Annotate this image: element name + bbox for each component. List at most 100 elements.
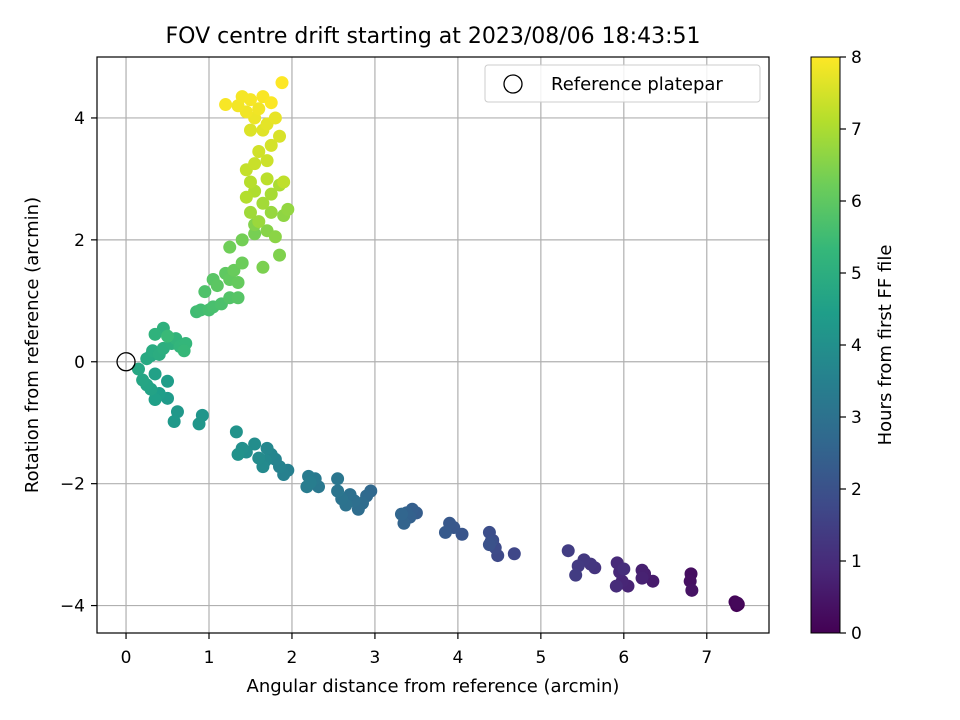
- colorbar-tick-label: 1: [851, 552, 862, 572]
- data-point: [256, 196, 270, 210]
- x-tick-label: 7: [701, 648, 712, 668]
- colorbar-tick-label: 3: [851, 408, 862, 428]
- plot-frame: [96, 56, 770, 634]
- data-point: [331, 472, 345, 486]
- y-tick-label: −2: [60, 475, 85, 495]
- legend: Reference platepar: [484, 64, 761, 103]
- data-point: [235, 256, 249, 270]
- data-point: [148, 367, 162, 381]
- colorbar-tick-label: 0: [851, 624, 862, 644]
- data-point: [569, 568, 583, 582]
- colorbar-ticks: 0 1 2 3 4 5 6 7 8: [840, 48, 862, 644]
- x-tick-label: 2: [287, 648, 298, 668]
- reference-marker: [116, 352, 136, 372]
- data-point: [394, 507, 408, 521]
- data-point: [252, 144, 266, 158]
- data-point: [277, 175, 291, 189]
- x-tick-label: 1: [204, 648, 215, 668]
- data-point: [177, 344, 191, 358]
- data-point: [730, 596, 744, 610]
- data-point: [223, 240, 237, 254]
- x-axis-label: Angular distance from reference (arcmin): [247, 676, 620, 697]
- data-point: [260, 154, 274, 168]
- data-point: [507, 547, 521, 561]
- data-point: [609, 579, 623, 593]
- data-point: [252, 102, 266, 116]
- data-point: [264, 96, 278, 110]
- data-point: [219, 98, 233, 112]
- data-point: [229, 425, 243, 439]
- data-point: [243, 123, 257, 137]
- x-tick-label: 4: [452, 648, 463, 668]
- data-point: [131, 362, 145, 376]
- data-point: [148, 327, 162, 341]
- y-tick-label: 4: [74, 109, 85, 129]
- data-point: [170, 405, 184, 419]
- colorbar-label: Hours from first FF file: [875, 245, 896, 446]
- x-tick-label: 5: [535, 648, 546, 668]
- data-point: [243, 93, 257, 107]
- data-point: [281, 202, 295, 216]
- colorbar-tick-label: 8: [851, 48, 862, 68]
- data-point: [248, 437, 262, 451]
- y-axis-ticks: −4 −2 0 2 4: [60, 109, 97, 617]
- colorbar-tick-label: 6: [851, 192, 862, 212]
- data-point: [161, 374, 175, 388]
- data-point: [256, 260, 270, 274]
- data-point: [248, 227, 262, 241]
- y-axis-label: Rotation from reference (arcmin): [22, 197, 43, 493]
- data-point: [167, 414, 181, 428]
- data-points: [131, 76, 745, 613]
- data-point: [275, 76, 289, 90]
- chart-title: FOV centre drift starting at 2023/08/06 …: [166, 24, 701, 49]
- data-point: [252, 451, 266, 465]
- x-tick-label: 6: [618, 648, 629, 668]
- legend-reference-marker: [503, 74, 523, 94]
- data-point: [635, 571, 649, 585]
- y-tick-label: 0: [74, 353, 85, 373]
- data-point: [243, 205, 257, 219]
- data-point: [561, 544, 575, 558]
- colorbar-tick-label: 7: [851, 120, 862, 140]
- x-tick-label: 0: [121, 648, 132, 668]
- data-point: [273, 129, 287, 143]
- colorbar: [811, 57, 840, 633]
- data-point: [268, 230, 282, 244]
- legend-label: Reference platepar: [551, 74, 723, 95]
- data-point: [264, 205, 278, 219]
- data-point: [331, 484, 345, 498]
- y-tick-label: 2: [74, 231, 85, 251]
- data-point: [438, 525, 452, 539]
- data-point: [273, 248, 287, 262]
- grid-lines: [97, 57, 769, 633]
- legend-box: [484, 64, 761, 103]
- data-point: [260, 172, 274, 186]
- data-point: [210, 279, 224, 293]
- colorbar-tick-label: 4: [851, 336, 862, 356]
- data-point: [685, 583, 699, 597]
- data-point: [248, 157, 262, 171]
- data-point: [239, 190, 253, 204]
- y-tick-label: −4: [60, 597, 85, 617]
- data-point: [198, 285, 212, 299]
- reference-platepar-marker: [116, 352, 136, 372]
- data-point: [161, 329, 175, 343]
- x-tick-label: 3: [370, 648, 381, 668]
- data-point: [235, 233, 249, 247]
- data-point: [264, 138, 278, 152]
- colorbar-tick-label: 5: [851, 264, 862, 284]
- data-point: [136, 373, 150, 387]
- data-point: [482, 538, 496, 552]
- data-point: [303, 475, 317, 489]
- data-point: [231, 447, 245, 461]
- data-point: [231, 276, 245, 290]
- data-point: [252, 215, 266, 229]
- data-point: [268, 111, 282, 125]
- data-point: [231, 291, 245, 305]
- x-axis-ticks: 0 1 2 3 4 5 6 7: [121, 633, 712, 668]
- data-point: [260, 441, 274, 455]
- data-point: [264, 187, 278, 201]
- data-point: [617, 562, 631, 576]
- data-point: [192, 417, 206, 431]
